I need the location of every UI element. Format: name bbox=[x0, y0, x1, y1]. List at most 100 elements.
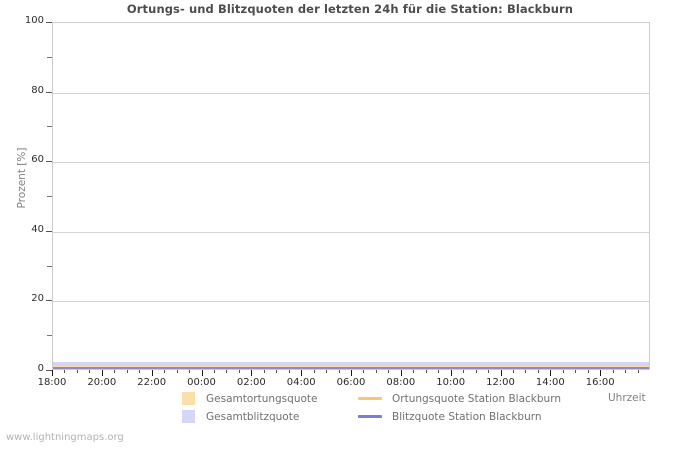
y-axis-tick-label: 40 bbox=[31, 223, 44, 235]
x-axis-minor-tick bbox=[338, 370, 340, 373]
y-axis-tick-label: 60 bbox=[31, 154, 44, 166]
x-axis-minor-tick bbox=[463, 370, 465, 373]
x-axis-minor-tick bbox=[64, 370, 66, 373]
y-axis-minor-tick bbox=[47, 56, 52, 58]
x-axis-minor-tick bbox=[488, 370, 490, 373]
y-axis-minor-tick bbox=[47, 335, 52, 337]
x-axis-tick bbox=[151, 370, 153, 376]
series-area bbox=[53, 362, 649, 369]
x-axis-minor-tick bbox=[587, 370, 589, 373]
x-axis-tick-label: 00:00 bbox=[187, 377, 216, 388]
watermark: www.lightningmaps.org bbox=[6, 432, 124, 443]
legend-swatch-line-icon bbox=[358, 397, 382, 400]
x-axis-minor-tick bbox=[139, 370, 141, 373]
x-axis-tick-label: 22:00 bbox=[137, 377, 167, 388]
y-axis-tick-label: 20 bbox=[31, 293, 44, 305]
x-axis-minor-tick bbox=[525, 370, 527, 373]
y-axis-tick bbox=[46, 300, 52, 302]
x-axis-minor-tick bbox=[375, 370, 377, 373]
x-axis-minor-tick bbox=[89, 370, 91, 373]
legend-item-label: Ortungsquote Station Blackburn bbox=[392, 392, 561, 405]
legend-item-blitzquote-station-blackburn[interactable]: Blitzquote Station Blackburn bbox=[358, 408, 608, 425]
x-axis-tick bbox=[201, 370, 203, 376]
legend-item-label: Gesamtblitzquote bbox=[206, 410, 300, 423]
gridline bbox=[53, 301, 649, 303]
gridline bbox=[53, 92, 649, 94]
x-axis-tick bbox=[52, 370, 53, 376]
x-axis-minor-tick bbox=[537, 370, 539, 373]
x-axis-minor-tick bbox=[276, 370, 278, 373]
x-axis-minor-tick bbox=[326, 370, 328, 373]
y-axis-tick-label: 80 bbox=[31, 84, 44, 96]
y-axis-tick bbox=[46, 91, 52, 93]
x-axis-tick-label: 06:00 bbox=[336, 377, 366, 388]
series-line bbox=[53, 367, 649, 369]
x-axis-tick bbox=[101, 370, 103, 376]
x-axis-minor-tick bbox=[226, 370, 228, 373]
y-axis-tick bbox=[46, 22, 52, 23]
series-area bbox=[53, 365, 649, 369]
legend-item-gesamtortungsquote[interactable]: Gesamtortungsquote bbox=[182, 390, 362, 407]
legend-swatch-box-icon bbox=[182, 392, 195, 405]
x-axis-tick-label: 14:00 bbox=[535, 377, 565, 388]
x-axis-tick-label: 16:00 bbox=[585, 377, 615, 388]
x-axis-minor-tick bbox=[562, 370, 564, 373]
x-axis-minor-tick bbox=[189, 370, 191, 373]
gridline bbox=[53, 162, 649, 164]
x-axis-minor-tick bbox=[512, 370, 514, 373]
x-axis-minor-tick bbox=[164, 370, 166, 373]
x-axis-tick-label: 18:00 bbox=[37, 377, 67, 388]
x-axis-tick-label: 10:00 bbox=[436, 377, 466, 388]
y-axis-tick bbox=[46, 370, 52, 371]
x-axis-tick bbox=[500, 370, 502, 376]
x-axis-minor-tick bbox=[176, 370, 178, 373]
legend-item-gesamtblitzquote[interactable]: Gesamtblitzquote bbox=[182, 408, 362, 425]
y-axis-tick-label: 0 bbox=[37, 363, 44, 374]
x-axis-minor-tick bbox=[288, 370, 290, 373]
y-axis-minor-tick bbox=[47, 196, 52, 197]
legend-item-ortungsquote-station-blackburn[interactable]: Ortungsquote Station Blackburn bbox=[358, 390, 608, 407]
x-axis-minor-tick bbox=[637, 370, 639, 373]
x-axis-tick-label: 12:00 bbox=[486, 377, 515, 388]
x-axis-tick bbox=[550, 370, 552, 376]
x-axis-tick bbox=[450, 370, 452, 376]
y-axis-minor-tick bbox=[47, 265, 52, 267]
y-axis-minor-tick bbox=[47, 126, 52, 128]
x-axis-title: Uhrzeit bbox=[608, 392, 646, 404]
gridline bbox=[53, 231, 649, 233]
x-axis-minor-tick bbox=[76, 370, 78, 373]
x-axis-minor-tick bbox=[213, 370, 215, 373]
x-axis-minor-tick bbox=[388, 370, 390, 373]
legend-item-label: Blitzquote Station Blackburn bbox=[392, 410, 542, 423]
legend-swatch-box-icon bbox=[182, 410, 195, 423]
x-axis-tick-label: 20:00 bbox=[87, 377, 117, 388]
plot-area bbox=[52, 22, 650, 370]
y-axis-tick bbox=[46, 230, 52, 232]
x-axis-tick bbox=[351, 370, 352, 376]
legend-item-label: Gesamtortungsquote bbox=[206, 392, 318, 405]
chart-title: Ortungs- und Blitzquoten der letzten 24h… bbox=[126, 2, 574, 16]
x-axis-minor-tick bbox=[625, 370, 627, 373]
x-axis-minor-tick bbox=[126, 370, 128, 373]
x-axis-minor-tick bbox=[363, 370, 365, 373]
x-axis-minor-tick bbox=[413, 370, 415, 373]
x-axis-tick-label: 08:00 bbox=[386, 377, 416, 388]
legend-swatch-line-icon bbox=[358, 415, 382, 418]
series-layer bbox=[53, 23, 649, 369]
x-axis-minor-tick bbox=[475, 370, 477, 373]
x-axis-minor-tick bbox=[263, 370, 265, 373]
x-axis-tick bbox=[301, 370, 303, 376]
y-axis-tick-label: 100 bbox=[24, 15, 44, 26]
series-line bbox=[53, 367, 649, 369]
x-axis-minor-tick bbox=[114, 370, 116, 373]
x-axis-minor-tick bbox=[438, 370, 440, 373]
x-axis-tick bbox=[400, 370, 402, 376]
x-axis-tick bbox=[600, 370, 602, 376]
x-axis-tick bbox=[251, 370, 253, 376]
x-axis-tick-label: 02:00 bbox=[236, 377, 266, 388]
x-axis-minor-tick bbox=[238, 370, 240, 373]
y-axis-tick bbox=[46, 161, 52, 163]
x-axis-minor-tick bbox=[575, 370, 577, 373]
